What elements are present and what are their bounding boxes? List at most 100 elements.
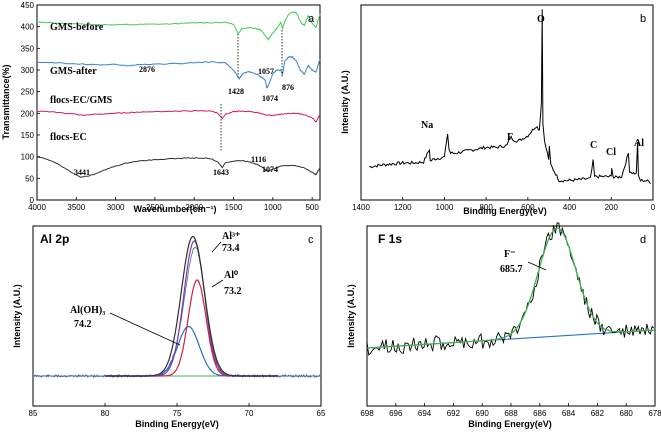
panel-c-xtick-label: 80 — [101, 409, 110, 418]
series-gms-before — [36, 11, 321, 41]
ann-876: 876 — [282, 83, 294, 92]
panel-a-xtick-label: 2000 — [185, 203, 203, 212]
panel-d-xtick-label: 686 — [533, 409, 547, 418]
label-flocs-ec-gms: flocs-EC/GMS — [50, 95, 113, 106]
panel-b-xtick-label: 1400 — [352, 203, 370, 212]
panel-b-frame — [360, 4, 654, 201]
panel-b-ylabel: Intensity (A.U.) — [340, 70, 350, 134]
ann-1116: 1116 — [251, 155, 266, 164]
series-raw — [366, 222, 655, 356]
panel-a-xtick-label: 3000 — [107, 203, 125, 212]
panel-b-xtick-label: 600 — [521, 203, 535, 212]
panel-d-xtick-label: 696 — [389, 409, 403, 418]
series-al-oh-3 — [105, 325, 278, 377]
panel-a-label: a — [308, 13, 315, 25]
panel-d-xtick-label: 690 — [476, 409, 490, 418]
ann-1428: 1428 — [228, 87, 244, 96]
panel-d-xtick-label: 692 — [447, 409, 461, 418]
panel-b-xtick-label: 1200 — [394, 203, 412, 212]
ann-1057: 1057 — [258, 67, 274, 76]
ann-c: C — [590, 140, 597, 151]
series-flocs-ec-gms — [36, 109, 321, 123]
panel-b-xtick-label: 200 — [605, 203, 619, 212]
ann-1074-a: 1074 — [262, 94, 278, 103]
panel-d-xtick-label: 680 — [620, 409, 634, 418]
ann-al: Al — [634, 138, 644, 149]
panel-a-frame — [36, 4, 321, 201]
panel-d-xtick-label: 694 — [418, 409, 432, 418]
panel-d: 698 696 694 692 690 688 686 684 682 680 678 F 1s d… — [346, 222, 661, 429]
panel-a-ytick-label: 300 — [21, 66, 35, 75]
arrow-al3 — [211, 241, 222, 253]
panel-c-frame — [32, 225, 322, 407]
panel-d-label: d — [640, 234, 646, 246]
panel-a-ytick-label: 250 — [21, 88, 35, 97]
panel-d-xtick-label: 684 — [562, 409, 576, 418]
panel-d-title: F 1s — [378, 232, 402, 246]
panel-a-xtick-label: 3500 — [67, 203, 85, 212]
ann-na: Na — [421, 120, 433, 131]
ann-f-value: 685.7 — [500, 264, 523, 275]
panel-b-xtick-label: 1000 — [436, 203, 454, 212]
ann-aloh3-value: 74.2 — [74, 319, 92, 330]
panel-c-xtick-label: 85 — [29, 409, 38, 418]
panel-a: 4000 3500 3000 2500 2000 1500 1000 500 0 50 100 150… — [1, 1, 321, 214]
arrow-al0 — [211, 279, 224, 288]
series-fit — [105, 235, 278, 377]
panel-b-label: b — [640, 13, 646, 25]
ann-aloh3-label: Al(OH)₃ — [70, 305, 105, 316]
panel-a-ytick-label: 200 — [21, 109, 35, 118]
series-fit — [366, 227, 654, 349]
panel-c-xlabel: Binding Energy(eV) — [135, 419, 219, 429]
panel-b-xlabel: Binding Energy(eV) — [463, 206, 547, 216]
label-gms-before: GMS-before — [50, 22, 104, 33]
panel-a-xtick-label: 500 — [305, 203, 319, 212]
panel-c-title: Al 2p — [40, 232, 69, 246]
series-gms-after — [36, 56, 321, 89]
panel-d-xtick-label: 688 — [504, 409, 518, 418]
ann-o: O — [537, 14, 545, 25]
panel-a-xtick-label: 1500 — [225, 203, 243, 212]
panel-a-ytick-label: 0 — [30, 196, 35, 205]
panel-a-ylabel: Transmittance(%) — [1, 64, 11, 139]
series-flocs-ec — [36, 156, 321, 178]
panel-c-ylabel: Intensity (A.U.) — [12, 284, 22, 348]
ann-al3-value: 73.4 — [222, 243, 240, 254]
ann-3441: 3441 — [74, 168, 90, 177]
series-survey — [369, 9, 651, 184]
panel-a-ytick-label: 50 — [25, 174, 34, 183]
panel-c-xtick-label: 75 — [173, 409, 182, 418]
arrow-f — [527, 261, 547, 271]
ann-cl: Cl — [606, 147, 616, 158]
arrow-aloh3 — [109, 312, 181, 346]
ann-1074-b: 1074 — [262, 165, 278, 174]
panel-c-xtick-label: 70 — [245, 409, 254, 418]
panel-c-xtick-label: 65 — [317, 409, 326, 418]
panel-b-xtick-label: 0 — [651, 203, 656, 212]
panel-d-xlabel: Binding Energy(eV) — [468, 419, 552, 429]
panel-d-xtick-label: 678 — [648, 409, 661, 418]
panel-d-ylabel: Intensity (A.U.) — [346, 284, 356, 348]
series-al3- — [105, 240, 278, 377]
panel-b: 1400 1200 1000 800 600 400 200 0 b Binding Ener… — [340, 4, 656, 216]
panel-a-xtick-label: 4000 — [28, 203, 46, 212]
label-flocs-ec: flocs-EC — [50, 132, 87, 143]
panel-d-xtick-label: 698 — [360, 409, 374, 418]
ann-f-label: F⁻ — [504, 249, 515, 260]
panel-a-xlabel: Wavenumber(cm⁻¹) — [134, 204, 217, 214]
panel-a-ytick-label: 450 — [21, 1, 35, 10]
ann-f: F — [507, 132, 513, 143]
label-gms-after: GMS-after — [50, 66, 97, 77]
ann-al3-label: Al³⁺ — [222, 231, 240, 242]
panel-d-xtick-label: 682 — [591, 409, 605, 418]
ann-1643: 1643 — [213, 168, 229, 177]
panel-c: 85 80 75 70 65 Al 2p c Binding Energy(eV) In… — [12, 225, 326, 429]
panel-a-xtick-label: 2500 — [146, 203, 164, 212]
panel-b-xtick-label: 400 — [563, 203, 577, 212]
panel-a-xtick-label: 1000 — [264, 203, 282, 212]
ann-al0-value: 73.2 — [224, 286, 242, 297]
panel-a-ytick-label: 400 — [21, 23, 35, 32]
ann-2876: 2876 — [139, 65, 155, 74]
panel-a-ytick-label: 100 — [21, 153, 35, 162]
